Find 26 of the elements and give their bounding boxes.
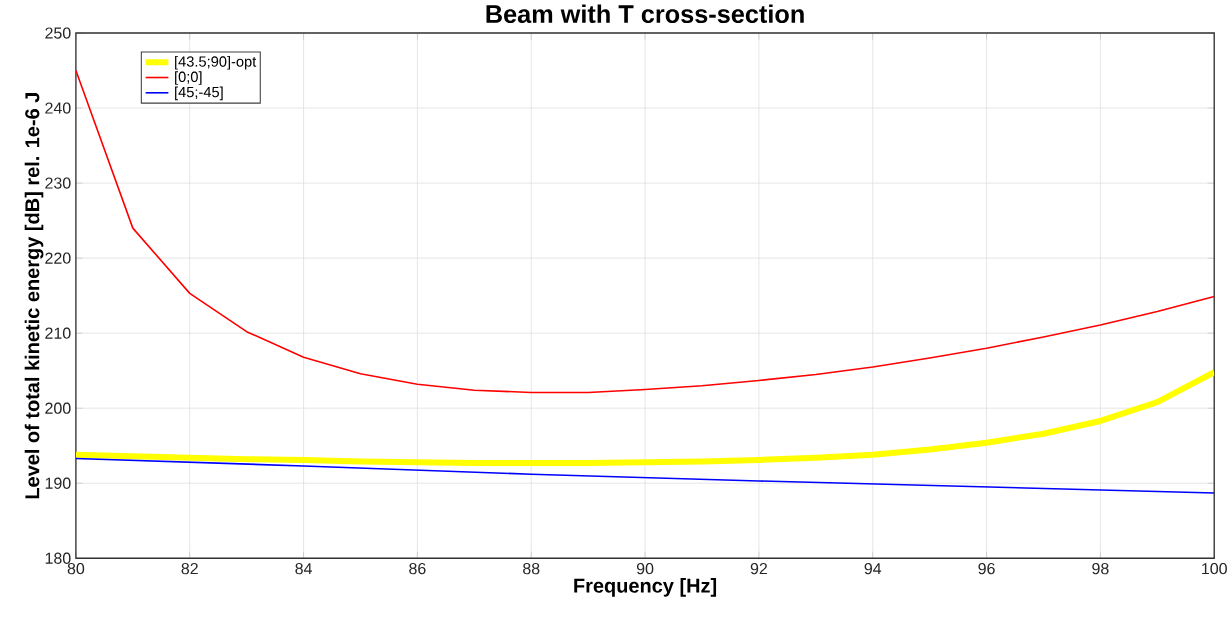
x-tick-label: 84 [295, 562, 312, 575]
y-axis-title: Level of total kinetic energy [dB] rel. 1e-6 J [24, 92, 44, 499]
x-tick-label: 90 [636, 562, 654, 575]
x-axis-title: Frequency [Hz] [574, 578, 717, 597]
x-tick-label: 98 [1092, 562, 1109, 575]
legend-label: [45;-45] [175, 86, 223, 101]
y-tick-label: 190 [45, 477, 71, 489]
x-tick-label: 80 [67, 562, 85, 575]
y-tick-label: 200 [45, 402, 71, 414]
legend-label: [0;0] [175, 71, 202, 85]
x-tick-label: 92 [750, 562, 767, 575]
y-tick-label: 250 [45, 27, 71, 39]
y-tick-label: 230 [45, 177, 71, 189]
y-tick-label: 180 [45, 552, 71, 564]
y-tick-label: 240 [45, 102, 71, 114]
x-tick-label: 86 [409, 562, 426, 575]
chart-title: Beam with T cross-section [486, 4, 804, 23]
legend-label: [43.5;90]-opt [175, 55, 257, 70]
y-tick-label: 210 [45, 327, 71, 339]
line-series [75, 69, 1215, 394]
x-tick-label: 100 [1202, 562, 1227, 575]
y-tick-label: 220 [45, 252, 71, 264]
x-tick-label: 94 [864, 562, 882, 575]
x-tick-label: 88 [523, 562, 540, 575]
x-tick-label: 82 [181, 562, 198, 575]
x-tick-label: 96 [978, 562, 995, 575]
